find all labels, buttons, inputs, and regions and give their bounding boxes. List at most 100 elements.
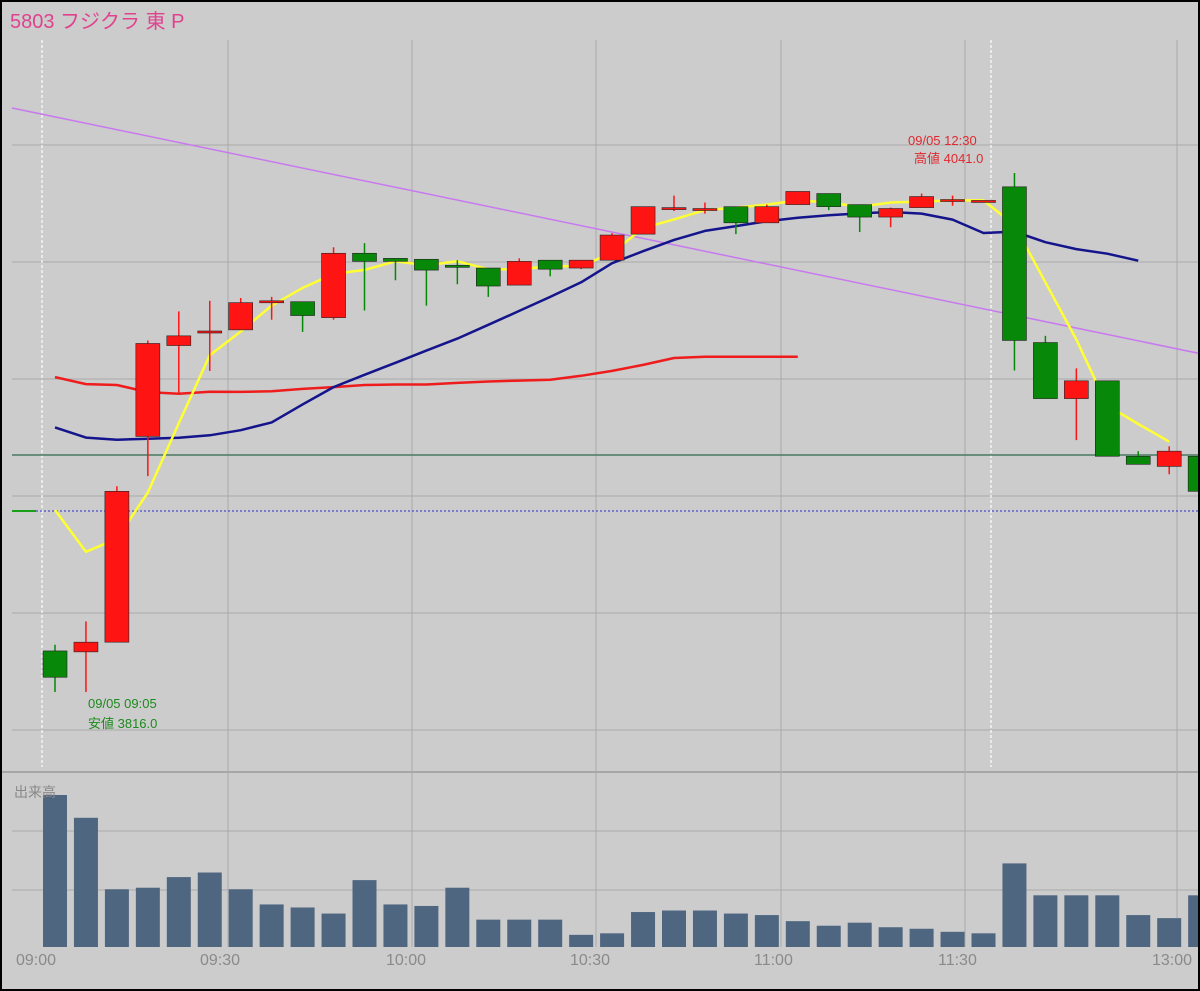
candle-body xyxy=(475,267,501,287)
volume-bar-1 xyxy=(73,817,98,947)
candles xyxy=(42,173,1198,692)
candle-12:30 xyxy=(1002,173,1027,371)
volume-bar-23 xyxy=(754,915,779,947)
volume-bar-30 xyxy=(971,933,996,947)
volume-bar-8 xyxy=(290,907,315,947)
ma-mid-line xyxy=(54,210,1139,441)
candle-10:30 xyxy=(568,259,594,270)
candle-body xyxy=(971,200,996,203)
candle-body xyxy=(568,259,594,269)
ma-slow-line xyxy=(54,355,798,395)
candle-10:20 xyxy=(506,258,532,286)
candle-10:40 xyxy=(630,206,656,235)
volume-bar-36 xyxy=(1157,918,1182,947)
volume-bar-7 xyxy=(259,904,284,947)
high-annotation-label: 高値 4041.0 xyxy=(914,151,983,166)
volume-bar-14 xyxy=(476,919,501,947)
candle-12:35 xyxy=(1033,335,1058,399)
candle-10:25 xyxy=(537,259,563,277)
volume-bar-18 xyxy=(600,933,625,947)
chart-title: 5803 フジクラ 東 P xyxy=(10,10,185,33)
candle-09:55 xyxy=(352,243,377,311)
candle-12:55 xyxy=(1156,446,1182,475)
x-tick-label-2: 10:00 xyxy=(386,952,426,969)
candle-11:30 xyxy=(940,195,965,206)
candle-10:55 xyxy=(723,206,749,235)
candle-09:05 xyxy=(42,644,68,692)
candle-11:10 xyxy=(816,193,842,211)
volume-bar-31 xyxy=(1002,863,1027,947)
candle-body xyxy=(1187,455,1198,492)
volume-bar-26 xyxy=(847,922,872,947)
candle-body xyxy=(506,261,532,286)
volume-bar-4 xyxy=(166,877,191,947)
candle-09:25 xyxy=(166,311,192,393)
candle-body xyxy=(73,641,99,653)
volume-bar-24 xyxy=(785,921,810,947)
candle-body xyxy=(1064,380,1089,399)
candle-body xyxy=(909,196,934,208)
candle-11:20 xyxy=(878,207,903,228)
candle-body xyxy=(445,264,470,268)
candle-09:40 xyxy=(259,296,284,320)
candle-body xyxy=(1002,186,1027,341)
volume-bar-10 xyxy=(352,880,377,947)
candle-body xyxy=(1156,450,1182,467)
candle-10:45 xyxy=(661,195,687,212)
volume-bar-22 xyxy=(723,913,748,947)
candle-body xyxy=(104,491,130,643)
candle-11:05 xyxy=(785,191,811,205)
candle-10:10 xyxy=(445,260,470,285)
candle-body xyxy=(661,207,687,210)
volume-bar-13 xyxy=(445,887,470,947)
candle-12:45 xyxy=(1095,380,1120,457)
candle-body xyxy=(785,191,811,205)
candle-11:00 xyxy=(754,204,780,224)
volume-bar-27 xyxy=(878,927,903,947)
candle-body xyxy=(847,204,873,218)
candle-body xyxy=(537,259,563,270)
candle-body xyxy=(630,206,656,235)
candle-09:30 xyxy=(197,300,223,371)
candle-body xyxy=(135,343,161,437)
volume-bar-37 xyxy=(1188,895,1198,947)
volume-bar-12 xyxy=(414,905,439,947)
candle-body xyxy=(599,234,625,261)
high-annotation-date: 09/05 12:30 xyxy=(908,133,977,148)
volume-bar-6 xyxy=(228,889,253,947)
candle-09:50 xyxy=(321,247,346,320)
candle-body xyxy=(383,258,408,262)
candle-body xyxy=(352,252,377,262)
candle-body xyxy=(197,330,223,334)
candle-body xyxy=(754,206,780,224)
volume-bar-17 xyxy=(569,934,594,947)
volume-bar-0 xyxy=(43,795,67,947)
candle-body xyxy=(42,650,68,678)
grid xyxy=(2,40,1198,947)
candle-body xyxy=(816,193,842,207)
candle-body xyxy=(1125,455,1151,465)
low-annotation-date: 09/05 09:05 xyxy=(88,696,157,711)
volume-bar-33 xyxy=(1064,895,1089,947)
volume-bar-9 xyxy=(321,913,346,947)
x-tick-label-0: 09:00 xyxy=(16,952,56,969)
candle-body xyxy=(321,252,346,318)
x-tick-label-4: 11:00 xyxy=(754,952,793,969)
candle-11:25 xyxy=(909,193,934,208)
volume-bar-32 xyxy=(1033,895,1058,947)
candle-body xyxy=(259,300,284,304)
volume-bar-2 xyxy=(104,889,129,947)
volume-bar-21 xyxy=(692,910,717,947)
candle-body xyxy=(878,208,903,218)
candle-09:45 xyxy=(290,301,315,332)
candle-09:20 xyxy=(135,340,161,477)
candle-10:00 xyxy=(383,258,408,281)
volume-bar-35 xyxy=(1126,915,1151,947)
volume-bar-11 xyxy=(383,904,408,947)
volume-bar-3 xyxy=(135,887,160,947)
low-annotation-label: 安値 3816.0 xyxy=(88,716,157,731)
candle-body xyxy=(1095,380,1120,457)
candle-body xyxy=(940,199,965,202)
